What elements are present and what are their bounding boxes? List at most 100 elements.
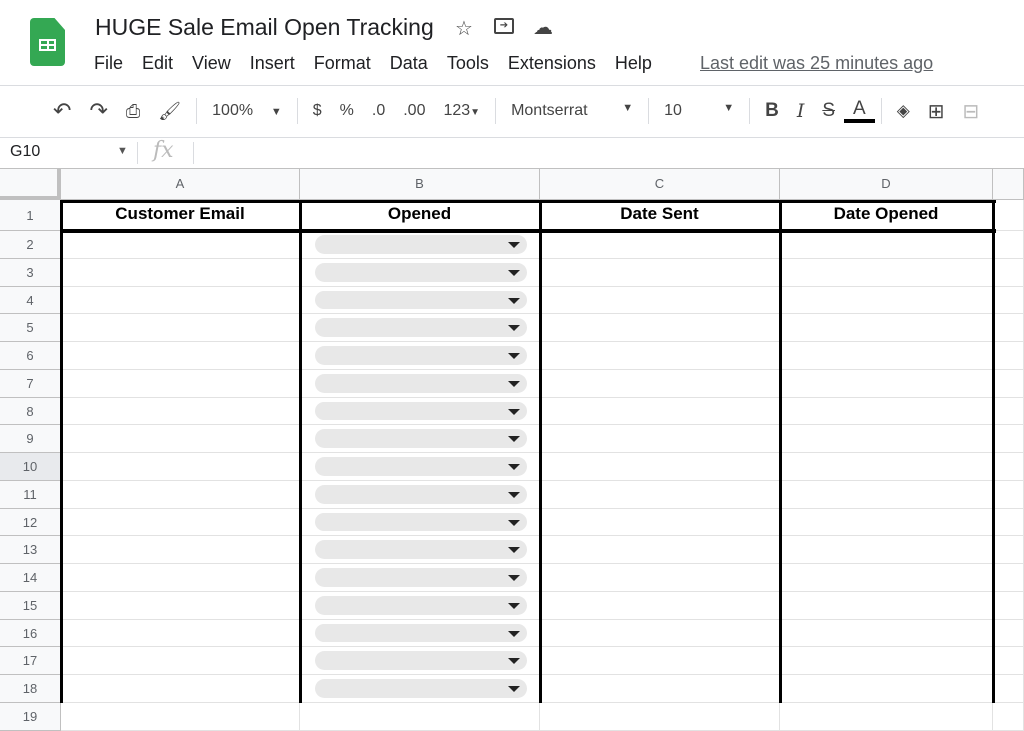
cell[interactable] (300, 536, 540, 564)
move-folder-icon[interactable]: ➔ (494, 18, 514, 34)
cell[interactable] (780, 480, 993, 509)
column-header[interactable]: A (61, 169, 300, 200)
menu-view[interactable]: View (192, 53, 231, 73)
opened-dropdown-chip[interactable] (315, 290, 527, 310)
cell[interactable] (61, 508, 300, 537)
undo-icon[interactable]: ↶ (53, 98, 72, 123)
cell[interactable] (61, 619, 300, 648)
row-header[interactable]: 1 (0, 200, 61, 231)
cell[interactable] (540, 536, 780, 564)
cell[interactable] (993, 536, 1024, 564)
cell[interactable] (780, 231, 993, 259)
header-cell[interactable]: Customer Email (61, 200, 300, 231)
row-header[interactable]: 16 (0, 619, 61, 648)
cell[interactable] (993, 200, 1024, 231)
cell[interactable] (300, 453, 540, 481)
row-header[interactable]: 2 (0, 231, 61, 259)
header-cell[interactable]: Opened (300, 200, 540, 231)
more-formats-button[interactable]: 123▼ (434, 102, 489, 120)
fill-color-icon[interactable]: ◈ (896, 101, 910, 120)
document-title[interactable]: HUGE Sale Email Open Tracking (95, 14, 434, 40)
header-cell[interactable]: Date Opened (780, 200, 993, 231)
cell[interactable] (300, 480, 540, 509)
row-header[interactable]: 17 (0, 647, 61, 675)
menu-help[interactable]: Help (614, 53, 652, 73)
cell[interactable] (780, 314, 993, 342)
cell[interactable] (61, 369, 300, 398)
column-header[interactable]: B (300, 169, 540, 200)
menu-extensions[interactable]: Extensions (507, 53, 596, 73)
cell[interactable] (300, 702, 540, 731)
cell[interactable] (540, 564, 780, 592)
opened-dropdown-chip[interactable] (315, 679, 527, 698)
opened-dropdown-chip[interactable] (315, 568, 527, 587)
last-edit-link[interactable]: Last edit was 25 minutes ago (700, 53, 934, 73)
opened-dropdown-chip[interactable] (315, 540, 527, 559)
row-header[interactable]: 12 (0, 508, 61, 537)
cell[interactable] (61, 453, 300, 481)
cell[interactable] (780, 702, 993, 731)
borders-icon[interactable]: ⊞ (927, 100, 945, 123)
cell[interactable] (540, 480, 780, 509)
opened-dropdown-chip[interactable] (315, 651, 527, 670)
decrease-decimal-button[interactable]: .0 (371, 102, 386, 119)
cell[interactable] (61, 342, 300, 370)
opened-dropdown-chip[interactable] (315, 623, 527, 643)
bold-button[interactable]: B (765, 100, 779, 121)
cell[interactable] (540, 453, 780, 481)
cell[interactable] (61, 480, 300, 509)
header-cell[interactable]: Date Sent (540, 200, 780, 231)
cell[interactable] (61, 675, 300, 703)
cell[interactable] (993, 258, 1024, 287)
cell[interactable] (61, 258, 300, 287)
cell[interactable] (540, 675, 780, 703)
cell[interactable] (300, 342, 540, 370)
cell[interactable] (993, 342, 1024, 370)
cell[interactable] (540, 286, 780, 315)
cell[interactable] (780, 369, 993, 398)
opened-dropdown-chip[interactable] (315, 429, 527, 448)
cell[interactable] (780, 675, 993, 703)
paint-format-icon[interactable]: 🖌 (158, 100, 182, 121)
chevron-down-icon[interactable]: ▼ (117, 145, 128, 157)
opened-dropdown-chip[interactable] (315, 484, 527, 504)
cell[interactable] (61, 647, 300, 675)
opened-dropdown-chip[interactable] (315, 595, 527, 615)
cell[interactable] (540, 591, 780, 620)
row-header[interactable]: 9 (0, 425, 61, 453)
cell[interactable] (993, 591, 1024, 620)
cell[interactable] (993, 508, 1024, 537)
row-header[interactable]: 5 (0, 314, 61, 342)
menu-file[interactable]: File (94, 53, 124, 73)
menu-edit[interactable]: Edit (142, 53, 174, 73)
cell[interactable] (993, 564, 1024, 592)
cell[interactable] (780, 397, 993, 426)
cell[interactable] (780, 619, 993, 648)
zoom-select[interactable]: 100% ▼ (203, 102, 291, 120)
cell[interactable] (780, 342, 993, 370)
row-header[interactable]: 19 (0, 702, 61, 731)
row-header[interactable]: 7 (0, 369, 61, 398)
cell[interactable] (780, 508, 993, 537)
opened-dropdown-chip[interactable] (315, 318, 527, 337)
name-box[interactable]: G10 (10, 143, 41, 160)
cell[interactable] (993, 397, 1024, 426)
star-icon[interactable]: ☆ (455, 18, 473, 40)
cell[interactable] (540, 369, 780, 398)
cell[interactable] (540, 508, 780, 537)
cell[interactable] (300, 369, 540, 398)
cell[interactable] (61, 591, 300, 620)
column-header[interactable] (993, 169, 1024, 200)
font-select[interactable]: Montserrat ▼ (502, 102, 642, 120)
opened-dropdown-chip[interactable] (315, 373, 527, 393)
cell[interactable] (993, 702, 1024, 731)
menu-format[interactable]: Format (313, 53, 371, 73)
strikethrough-button[interactable]: S (822, 100, 836, 121)
cell[interactable] (61, 314, 300, 342)
row-header[interactable]: 18 (0, 675, 61, 703)
cell[interactable] (993, 453, 1024, 481)
cell[interactable] (780, 286, 993, 315)
cell[interactable] (993, 675, 1024, 703)
opened-dropdown-chip[interactable] (315, 346, 527, 365)
menu-tools[interactable]: Tools (446, 53, 489, 73)
